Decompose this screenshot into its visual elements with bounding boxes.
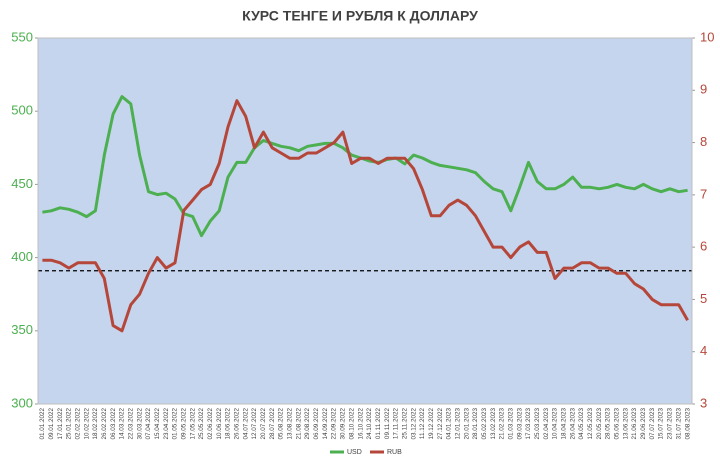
x-tick-label: 04.01.2023 — [446, 408, 453, 440]
x-tick-label: 30.09.2022 — [340, 408, 347, 440]
x-tick-label: 29.06.2023 — [640, 408, 647, 440]
y2-tick-label: 4 — [700, 343, 707, 358]
y-tick-label: 400 — [11, 249, 33, 264]
x-tick-label: 14.09.2022 — [322, 408, 329, 440]
x-tick-label: 15.07.2023 — [658, 408, 665, 440]
x-tick-label: 09.11.2022 — [384, 408, 391, 440]
x-tick-label: 09.05.2022 — [180, 408, 187, 440]
y-tick-label: 350 — [11, 322, 33, 337]
x-tick-label: 28.05.2023 — [605, 408, 612, 440]
legend-label: RUB — [387, 449, 402, 456]
x-tick-label: 20.01.2023 — [463, 408, 470, 440]
x-tick-label: 04.05.2023 — [578, 408, 585, 440]
x-tick-label: 27.12.2022 — [437, 408, 444, 440]
x-tick-label: 20.07.2022 — [260, 408, 267, 440]
x-tick-label: 02.04.2023 — [543, 408, 550, 440]
x-tick-label: 10.06.2022 — [216, 408, 223, 440]
x-tick-label: 26.04.2023 — [569, 408, 576, 440]
x-tick-label: 25.11.2022 — [401, 408, 408, 440]
x-tick-label: 18.06.2022 — [225, 408, 232, 440]
x-tick-label: 18.02.2022 — [92, 408, 99, 440]
y2-tick-label: 3 — [700, 395, 707, 410]
x-tick-label: 14.03.2022 — [119, 408, 126, 440]
plot-area — [38, 38, 692, 404]
x-tick-label: 01.01.2022 — [39, 408, 46, 440]
x-tick-label: 15.04.2022 — [154, 408, 161, 440]
x-tick-label: 02.02.2022 — [74, 408, 81, 440]
x-tick-label: 30.03.2022 — [136, 408, 143, 440]
x-tick-label: 01.11.2022 — [375, 408, 382, 440]
x-tick-label: 22.03.2022 — [127, 408, 134, 440]
x-tick-label: 05.02.2023 — [481, 408, 488, 440]
y2-tick-label: 8 — [700, 134, 707, 149]
x-tick-label: 12.07.2022 — [251, 408, 258, 440]
y2-tick-label: 9 — [700, 82, 707, 97]
x-tick-label: 10.04.2023 — [552, 408, 559, 440]
y2-tick-label: 10 — [700, 29, 714, 44]
x-tick-label: 07.07.2023 — [649, 408, 656, 440]
legend-label: USD — [347, 449, 362, 456]
x-tick-label: 12.01.2023 — [454, 408, 461, 440]
y2-tick-label: 5 — [700, 291, 707, 306]
x-tick-label: 13.02.2023 — [490, 408, 497, 440]
x-tick-label: 17.01.2022 — [57, 408, 64, 440]
y-tick-label: 450 — [11, 176, 33, 191]
x-tick-label: 03.12.2022 — [410, 408, 417, 440]
x-tick-label: 05.06.2023 — [614, 408, 621, 440]
x-tick-label: 25.03.2023 — [534, 408, 541, 440]
x-tick-label: 04.07.2022 — [242, 408, 249, 440]
plot-border — [37, 37, 693, 405]
x-tick-label: 28.01.2023 — [472, 408, 479, 440]
x-tick-label: 08.08.2023 — [684, 408, 691, 440]
x-tick-label: 24.10.2022 — [366, 408, 373, 440]
y2-tick-label: 7 — [700, 186, 707, 201]
x-tick-label: 09.03.2023 — [516, 408, 523, 440]
x-tick-label: 29.08.2022 — [304, 408, 311, 440]
x-tick-label: 08.10.2022 — [348, 408, 355, 440]
x-tick-label: 25.05.2022 — [198, 408, 205, 440]
x-tick-label: 07.04.2022 — [145, 408, 152, 440]
x-tick-label: 25.01.2022 — [66, 408, 73, 440]
y-tick-label: 500 — [11, 103, 33, 118]
x-tick-label: 11.12.2022 — [419, 408, 426, 440]
x-tick-label: 17.05.2022 — [189, 408, 196, 440]
x-tick-label: 13.08.2022 — [287, 408, 294, 440]
x-tick-label: 16.10.2022 — [357, 408, 364, 440]
x-tick-label: 17.11.2022 — [393, 408, 400, 440]
x-tick-label: 01.03.2023 — [507, 408, 514, 440]
x-tick-label: 26.06.2022 — [234, 408, 241, 440]
chart-title: КУРС ТЕНГЕ И РУБЛЯ К ДОЛЛАРУ — [242, 8, 478, 24]
x-tick-label: 02.06.2022 — [207, 408, 214, 440]
x-tick-label: 06.09.2022 — [313, 408, 320, 440]
x-tick-label: 22.09.2022 — [331, 408, 338, 440]
x-tick-label: 26.02.2022 — [101, 408, 108, 440]
x-tick-label: 09.01.2022 — [48, 408, 55, 440]
x-tick-label: 13.06.2023 — [622, 408, 629, 440]
x-tick-label: 17.03.2023 — [525, 408, 532, 440]
x-tick-label: 28.07.2022 — [269, 408, 276, 440]
x-tick-label: 21.08.2022 — [295, 408, 302, 440]
x-tick-label: 01.05.2022 — [172, 408, 179, 440]
x-tick-label: 21.02.2023 — [499, 408, 506, 440]
x-tick-label: 21.06.2023 — [631, 408, 638, 440]
x-tick-label: 18.04.2023 — [561, 408, 568, 440]
series-line — [42, 99, 689, 333]
y-tick-label: 300 — [11, 395, 33, 410]
x-tick-label: 20.05.2023 — [596, 408, 603, 440]
x-tick-label: 05.08.2022 — [278, 408, 285, 440]
x-tick-label: 10.02.2022 — [83, 408, 90, 440]
x-tick-label: 06.03.2022 — [110, 408, 117, 440]
x-tick-label: 23.04.2022 — [163, 408, 170, 440]
x-tick-label: 19.12.2022 — [428, 408, 435, 440]
x-tick-label: 31.07.2023 — [675, 408, 682, 440]
y-tick-label: 550 — [11, 29, 33, 44]
x-tick-label: 23.07.2023 — [667, 408, 674, 440]
x-tick-label: 12.05.2023 — [587, 408, 594, 440]
y2-tick-label: 6 — [700, 239, 707, 254]
